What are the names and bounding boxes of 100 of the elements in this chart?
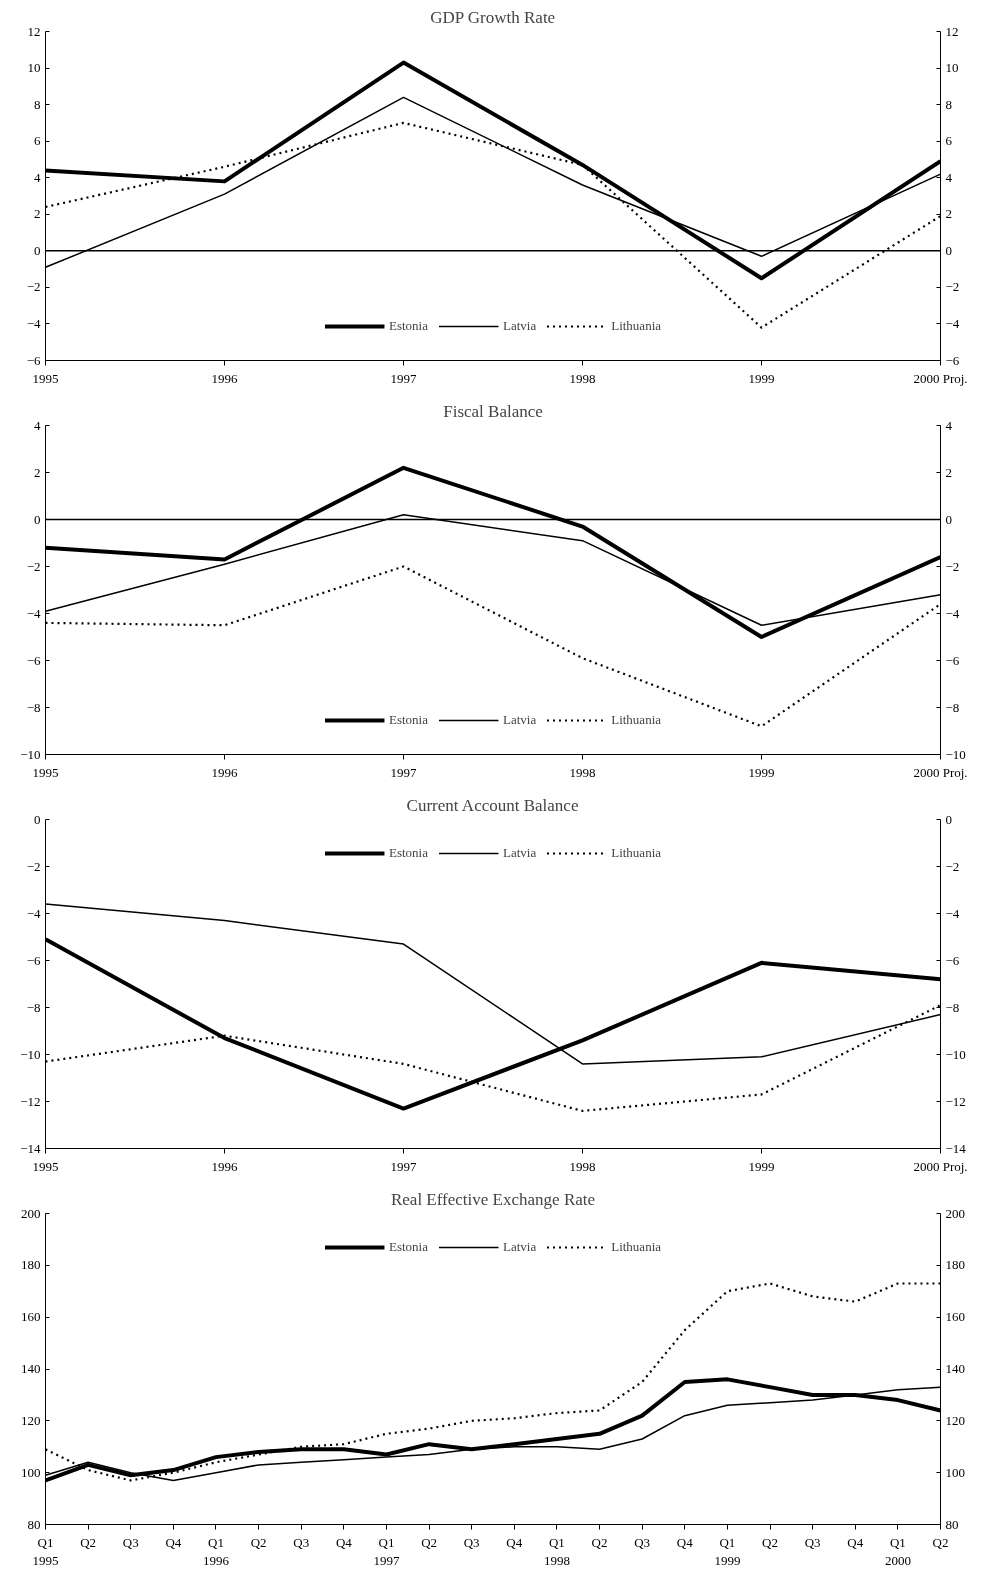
x-tick-label: Q1 1997	[373, 1534, 400, 1568]
y-tick-label: 0	[34, 511, 41, 527]
y2-tick-label: 140	[945, 1361, 965, 1376]
x-tick-label: 1998	[569, 1158, 596, 1174]
y-tick-label: −2	[26, 279, 41, 295]
legend-label: Lithuania	[611, 845, 662, 861]
y2-tick-label: −2	[945, 279, 960, 295]
chart-title: Fiscal Balance	[443, 401, 543, 421]
y2-tick-label: 2	[945, 464, 952, 480]
x-tick-label: 1996	[211, 370, 238, 386]
y2-tick-label: 4	[945, 417, 953, 433]
legend-label: Latvia	[502, 1239, 537, 1255]
y2-tick-label: 0	[945, 242, 952, 258]
y2-tick-label: 120	[945, 1412, 965, 1428]
x-tick-label: Q2	[762, 1534, 778, 1550]
legend-label: Lithuania	[611, 318, 662, 334]
y-tick-label: 2	[34, 464, 41, 480]
x-tick-label: 1997	[390, 764, 417, 780]
y-tick-label: 100	[21, 1464, 41, 1480]
x-tick-label: Q2	[250, 1534, 267, 1550]
x-tick-label: Q2	[591, 1534, 608, 1550]
x-tick-label: Q3	[122, 1534, 139, 1550]
y2-tick-label: −10	[945, 746, 966, 762]
y2-tick-label: 0	[945, 811, 952, 827]
y2-tick-label: 6	[945, 133, 953, 149]
x-tick-label: Q1 1998	[543, 1534, 570, 1568]
x-tick-label: 1995	[32, 370, 59, 386]
y-tick-label: 6	[34, 133, 41, 149]
x-tick-label: Q4	[335, 1534, 353, 1550]
y-tick-label: −6	[26, 952, 41, 968]
y-tick-label: −14	[20, 1140, 41, 1156]
y2-tick-label: 8	[945, 96, 952, 112]
y-tick-label: 0	[34, 811, 41, 827]
y2-tick-label: 80	[945, 1516, 959, 1532]
x-tick-label: 2000 Proj.	[913, 370, 968, 386]
x-tick-label: Q1 2000	[884, 1534, 911, 1568]
y2-tick-label: 12	[945, 23, 959, 39]
x-tick-label: 1997	[390, 370, 417, 386]
y2-tick-label: −4	[945, 605, 960, 621]
y-tick-label: −6	[26, 352, 41, 368]
y2-tick-label: 180	[945, 1257, 965, 1273]
x-tick-label: 1998	[569, 764, 596, 780]
x-tick-label: 1995	[32, 764, 59, 780]
y-tick-label: −4	[26, 905, 41, 921]
x-tick-label: 1999	[748, 764, 775, 780]
x-tick-label: Q3	[804, 1534, 821, 1550]
y-tick-label: −8	[26, 699, 41, 715]
y-tick-label: 4	[34, 417, 41, 433]
y-tick-label: −6	[26, 652, 41, 668]
x-tick-label: 2000 Proj.	[913, 764, 968, 780]
chart-title: Real Effective Exchange Rate	[390, 1189, 596, 1209]
y2-tick-label: −4	[945, 315, 960, 331]
y-tick-label: 200	[21, 1205, 41, 1221]
y-tick-label: 4	[34, 169, 41, 185]
y-tick-label: 160	[21, 1309, 41, 1325]
y2-tick-label: −2	[945, 558, 960, 574]
y2-tick-label: −2	[945, 858, 960, 874]
y2-tick-label: −8	[945, 999, 960, 1015]
x-tick-label: Q2	[421, 1534, 438, 1550]
x-tick-label: 1999	[748, 1158, 775, 1174]
y-tick-label: 0	[34, 242, 41, 258]
x-tick-label: Q3	[463, 1534, 480, 1550]
legend-label: Estonia	[388, 845, 428, 861]
x-tick-label: Q4	[506, 1534, 523, 1550]
x-tick-label: Q4	[847, 1534, 864, 1550]
y2-tick-label: 4	[945, 169, 953, 185]
y-tick-label: 120	[21, 1412, 41, 1428]
x-tick-label: Q1 1999	[714, 1534, 741, 1568]
y2-tick-label: −4	[945, 905, 960, 921]
y-tick-label: −2	[26, 558, 41, 574]
x-tick-label: 1995	[32, 1158, 59, 1174]
chart-title: GDP Growth Rate	[430, 7, 556, 27]
x-tick-label: Q4	[165, 1534, 182, 1550]
legend-label: Latvia	[502, 712, 537, 728]
y2-tick-label: −6	[945, 352, 960, 368]
y-tick-label: 12	[27, 23, 41, 39]
chart-title: Current Account Balance	[406, 795, 579, 815]
y-tick-label: 80	[27, 1516, 41, 1532]
legend-label: Estonia	[388, 712, 428, 728]
x-tick-label: Q2	[80, 1534, 97, 1550]
x-tick-label: Q2	[932, 1534, 949, 1550]
x-tick-label: Q3	[634, 1534, 651, 1550]
y-tick-label: 180	[21, 1257, 41, 1273]
y-tick-label: 8	[34, 96, 41, 112]
y2-tick-label: 160	[945, 1309, 965, 1325]
y2-tick-label: −10	[945, 1046, 966, 1062]
x-tick-label: 1996	[211, 764, 238, 780]
x-tick-label: 2000 Proj.	[913, 1158, 968, 1174]
legend-label: Latvia	[502, 318, 537, 334]
x-tick-label: 1998	[569, 370, 596, 386]
legend-label: Lithuania	[611, 1239, 662, 1255]
y2-tick-label: −6	[945, 952, 960, 968]
x-tick-label: 1999	[748, 370, 775, 386]
y2-tick-label: −14	[945, 1140, 967, 1156]
x-tick-label: Q4	[676, 1534, 694, 1550]
x-tick-label: 1996	[211, 1158, 238, 1174]
y-tick-label: −12	[20, 1093, 41, 1109]
y-tick-label: 140	[21, 1361, 41, 1376]
y2-tick-label: 0	[945, 511, 952, 527]
y-tick-label: 2	[34, 206, 41, 222]
